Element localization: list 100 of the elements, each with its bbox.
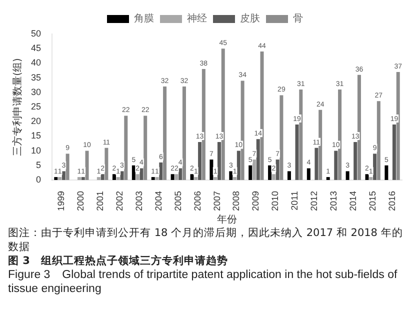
- y-tick-label: 40: [30, 58, 42, 68]
- bar: [144, 116, 148, 180]
- bar: [384, 165, 388, 180]
- x-tick-label: 2012: [308, 190, 319, 212]
- x-tick-label: 2009: [250, 190, 261, 212]
- x-tick-label: 2005: [172, 190, 183, 212]
- bar: [240, 80, 244, 180]
- bar: [287, 171, 291, 180]
- bar: [104, 148, 108, 180]
- bar: [85, 150, 89, 180]
- bar: [132, 165, 136, 180]
- bar: [194, 177, 198, 180]
- x-tick-label: 2008: [231, 190, 242, 212]
- legend-label: 皮肤: [240, 12, 260, 25]
- y-tick-label: 25: [30, 101, 42, 112]
- y-tick-label: 35: [30, 72, 42, 82]
- bar: [155, 177, 159, 180]
- bar: [170, 174, 174, 180]
- bar: [326, 177, 330, 180]
- bar: [217, 142, 221, 180]
- bar: [233, 177, 237, 180]
- x-tick-label: 2003: [134, 190, 144, 212]
- bar: [248, 165, 252, 180]
- y-tick-label: 15: [30, 130, 42, 141]
- y-tick-label: 50: [30, 28, 42, 38]
- bar: [252, 160, 256, 180]
- bar: [198, 142, 202, 180]
- bar: [100, 174, 104, 180]
- x-tick-label: 2015: [367, 190, 378, 212]
- bar: [295, 124, 299, 180]
- text: 图 3 组织工程热点子领域三方专利申请趋势: [8, 254, 229, 268]
- bar: [346, 171, 350, 180]
- x-tick-label: 2004: [153, 190, 164, 212]
- text: Figure 3 Global trends of tripartite patent application in the hot sub-fields of tissue engineering: [8, 268, 398, 296]
- bar: [214, 177, 218, 180]
- legend-label: 神经: [187, 12, 207, 25]
- bar: [260, 52, 264, 180]
- bar: [373, 154, 377, 180]
- bar: [357, 74, 361, 180]
- y-tick-label: 0: [36, 174, 42, 184]
- bar: [120, 171, 124, 180]
- bar: [376, 101, 380, 180]
- y-axis-title: 三方专利申请数量(组): [12, 58, 24, 156]
- bar: [112, 174, 116, 180]
- bar: [299, 89, 303, 180]
- bar: [334, 150, 338, 180]
- bar: [268, 165, 272, 180]
- x-tick-label: 2010: [270, 190, 280, 212]
- bar: [182, 86, 186, 180]
- y-tick-label: 5: [36, 160, 42, 170]
- x-tick-label: 2011: [290, 190, 300, 210]
- bar: [178, 168, 182, 180]
- bar: [159, 162, 163, 180]
- bar: [396, 72, 400, 180]
- bar: [210, 160, 214, 180]
- bar: [96, 177, 100, 180]
- bar: [54, 177, 58, 180]
- bar: [221, 48, 225, 180]
- bar: [306, 168, 310, 180]
- bar: [77, 177, 81, 180]
- x-tick-label: 2001: [95, 190, 106, 212]
- y-tick-label: 45: [30, 43, 42, 54]
- x-axis-title: 年份: [217, 214, 238, 226]
- legend-label: 角膜: [134, 12, 154, 25]
- bar: [163, 86, 167, 180]
- x-tick-label: 2000: [76, 190, 86, 212]
- bar: [354, 142, 358, 180]
- legend-label: 骨: [293, 14, 303, 25]
- bar: [136, 174, 140, 180]
- x-tick-label: 2013: [328, 190, 338, 212]
- bar: [66, 154, 70, 180]
- bar: [116, 177, 120, 180]
- x-tick-label: 2007: [212, 190, 222, 212]
- bar: [314, 148, 318, 180]
- bar: [140, 168, 144, 180]
- bar: [229, 171, 233, 180]
- bar: [151, 177, 155, 180]
- x-tick-label: 2002: [114, 190, 125, 212]
- bar: [58, 177, 62, 180]
- bar: [202, 69, 206, 180]
- text: 图注：由于专利申请到公开有 18 个月的滞后期，因此未纳入 2017 和 2018 年的数据: [8, 226, 404, 254]
- y-tick-label: 20: [30, 116, 42, 126]
- bar: [81, 177, 85, 180]
- bar: [338, 89, 342, 180]
- bar: [369, 177, 373, 180]
- x-tick-label: 2014: [348, 190, 358, 212]
- x-tick-label: 1999: [56, 190, 66, 212]
- x-tick-label: 2006: [192, 190, 202, 212]
- bar: [256, 139, 260, 180]
- bar: [174, 174, 178, 180]
- y-tick-label: 10: [30, 145, 42, 156]
- bar: [236, 150, 240, 180]
- bar: [365, 174, 369, 180]
- bar: [276, 160, 280, 180]
- bar: [392, 124, 396, 180]
- bar: [190, 174, 194, 180]
- bar: [124, 116, 128, 180]
- bar: [272, 174, 276, 180]
- bar: [318, 110, 322, 180]
- x-tick-label: 2016: [386, 190, 397, 212]
